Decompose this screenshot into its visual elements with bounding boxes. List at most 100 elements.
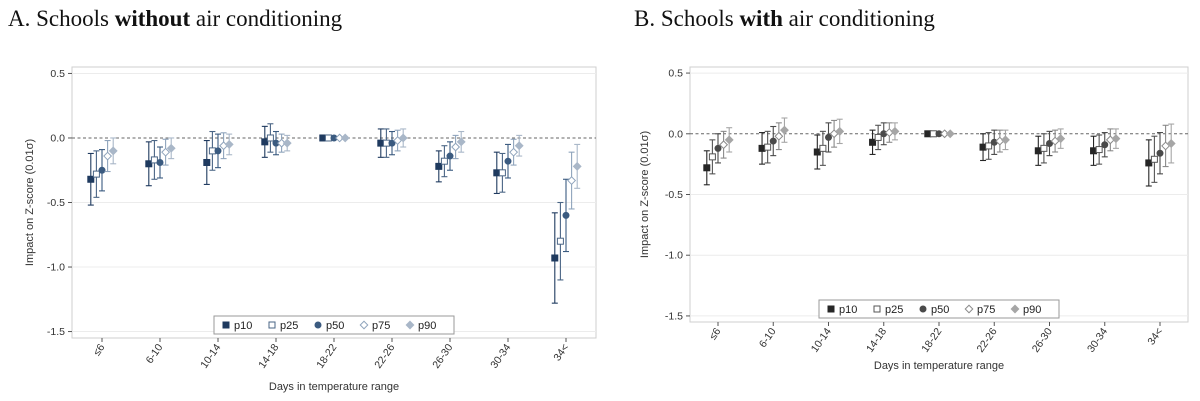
title-suffix: air conditioning xyxy=(782,6,935,31)
point-p10 xyxy=(203,158,211,166)
x-tick-label: ≤6 xyxy=(91,342,108,359)
legend-label-p10: p10 xyxy=(839,304,857,316)
point-p25 xyxy=(874,133,882,141)
x-tick-label: ≤6 xyxy=(707,326,724,343)
legend-label-p90: p90 xyxy=(418,320,436,332)
title-prefix: B. Schools xyxy=(634,6,740,31)
point-p10 xyxy=(703,164,711,172)
point-p50 xyxy=(446,152,454,160)
legend: p10 p25 p50 p75 p90 xyxy=(818,299,1060,319)
x-tick-label: 14-18 xyxy=(256,342,281,371)
legend-label-p50: p50 xyxy=(931,304,949,316)
legend-marker-p75 xyxy=(359,320,369,330)
point-p50 xyxy=(98,166,106,174)
point-p90 xyxy=(166,143,176,153)
legend-marker-p90 xyxy=(405,320,415,330)
legend-marker-p10 xyxy=(222,321,230,329)
x-tick-label: 22-26 xyxy=(372,342,397,371)
point-p90 xyxy=(282,138,292,148)
point-p25 xyxy=(708,153,716,161)
point-p50 xyxy=(214,147,222,155)
x-tick-label: 22-26 xyxy=(974,326,999,355)
point-p90 xyxy=(835,126,845,136)
chart-a: 0.5 0.0 -0.5 -1.0 -1.5 ≤6 6-10 10-14 14-18 18-22 2… xyxy=(24,66,597,393)
chart-b: 0.5 0.0 -0.5 -1.0 -1.5 ≤6 6-10 10-14 14-18 18-22 2… xyxy=(639,66,1189,372)
point-p90 xyxy=(514,141,524,151)
point-p10 xyxy=(979,143,987,151)
point-p75 xyxy=(719,140,729,150)
point-p25 xyxy=(266,134,274,142)
point-p25 xyxy=(764,143,772,151)
point-p50 xyxy=(769,137,777,145)
point-p90 xyxy=(456,137,466,147)
point-p10 xyxy=(758,144,766,152)
y-tick-label: -1.0 xyxy=(665,250,683,262)
legend-marker-p25 xyxy=(873,305,881,313)
point-p90 xyxy=(945,129,955,139)
point-p75 xyxy=(567,176,577,186)
point-p75 xyxy=(774,131,784,141)
point-p50 xyxy=(714,144,722,152)
point-p90 xyxy=(572,161,582,171)
point-p90 xyxy=(108,146,118,156)
point-p90 xyxy=(724,135,734,145)
y-tick-label: 0.5 xyxy=(50,68,65,80)
y-tick-label: 0.0 xyxy=(50,132,65,144)
legend-label-p25: p25 xyxy=(885,304,903,316)
y-tick-label: 0.0 xyxy=(668,128,683,140)
x-tick-label: 14-18 xyxy=(864,326,889,355)
legend-box xyxy=(818,299,1060,319)
point-p90 xyxy=(1000,135,1010,145)
legend-marker-p90 xyxy=(1010,304,1020,314)
legend-marker-p50 xyxy=(919,305,927,313)
point-p90 xyxy=(340,133,350,143)
legend-label-p25: p25 xyxy=(280,320,298,332)
point-p10 xyxy=(261,138,269,146)
point-p25 xyxy=(440,157,448,165)
point-p90 xyxy=(1111,134,1121,144)
y-tick-label: -0.5 xyxy=(47,197,65,209)
title-bold: with xyxy=(739,6,783,31)
title-suffix: air conditioning xyxy=(190,6,343,31)
panel-title: A. Schools without air conditioning xyxy=(8,6,342,32)
y-tick-label: -0.5 xyxy=(665,189,683,201)
x-tick-label: 26-30 xyxy=(1030,326,1055,355)
title-prefix: A. Schools xyxy=(8,6,115,31)
point-p25 xyxy=(985,142,993,150)
point-p10 xyxy=(435,162,443,170)
x-tick-label: 34< xyxy=(1145,326,1165,347)
x-tick-label: 18-22 xyxy=(314,342,339,371)
x-tick-label: 34< xyxy=(551,342,571,363)
point-p10 xyxy=(924,130,932,138)
point-p25 xyxy=(1040,144,1048,152)
point-p50 xyxy=(1046,140,1053,147)
x-tick-label: 18-22 xyxy=(919,326,944,355)
panel-a: A. Schools without air conditioning 0.5 0… xyxy=(8,6,597,393)
legend-label-p75: p75 xyxy=(977,304,995,316)
point-p90 xyxy=(779,125,789,135)
point-p50 xyxy=(156,158,164,166)
point-p10 xyxy=(1145,159,1153,167)
point-p25 xyxy=(92,170,100,178)
point-p50 xyxy=(825,133,832,141)
point-p50 xyxy=(562,211,570,219)
y-tick-label: -1.5 xyxy=(47,326,65,338)
legend-marker-p10 xyxy=(827,305,835,313)
y-tick-label: 0.5 xyxy=(668,68,683,80)
point-p10 xyxy=(813,148,821,156)
point-p50 xyxy=(1101,141,1109,149)
legend-box xyxy=(213,315,455,335)
point-p50 xyxy=(388,139,396,147)
legend-marker-p75 xyxy=(964,304,974,314)
panel-b: B. Schools with air conditioning 0.5 0.0 -… xyxy=(608,0,1200,401)
point-p90 xyxy=(398,133,408,143)
x-tick-label: 10-14 xyxy=(198,342,223,371)
point-p75 xyxy=(161,147,171,157)
point-p50 xyxy=(1156,149,1164,157)
y-axis-label: Impact on Z-score (0.01σ) xyxy=(639,131,651,258)
point-p10 xyxy=(551,254,559,262)
legend-marker-p50 xyxy=(314,321,322,329)
point-p90 xyxy=(1166,139,1176,148)
x-axis-label: Days in temperature range xyxy=(269,381,399,393)
y-axis-label: Impact on Z-score (0.01σ) xyxy=(24,139,36,266)
